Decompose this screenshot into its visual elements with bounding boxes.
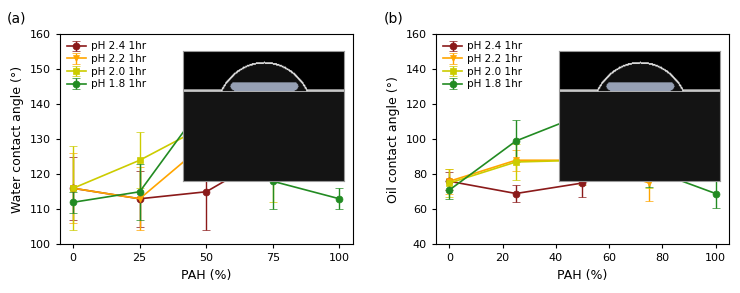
Y-axis label: Oil contact angle (°): Oil contact angle (°) xyxy=(387,76,400,203)
Y-axis label: Water contact angle (°): Water contact angle (°) xyxy=(11,66,24,213)
Legend: pH 2.4 1hr, pH 2.2 1hr, pH 2.0 1hr, pH 1.8 1hr: pH 2.4 1hr, pH 2.2 1hr, pH 2.0 1hr, pH 1… xyxy=(440,37,527,93)
Text: (b): (b) xyxy=(383,12,403,26)
Text: (a): (a) xyxy=(7,12,27,26)
Legend: pH 2.4 1hr, pH 2.2 1hr, pH 2.0 1hr, pH 1.8 1hr: pH 2.4 1hr, pH 2.2 1hr, pH 2.0 1hr, pH 1… xyxy=(63,37,150,93)
X-axis label: PAH (%): PAH (%) xyxy=(181,269,232,282)
X-axis label: PAH (%): PAH (%) xyxy=(557,269,608,282)
